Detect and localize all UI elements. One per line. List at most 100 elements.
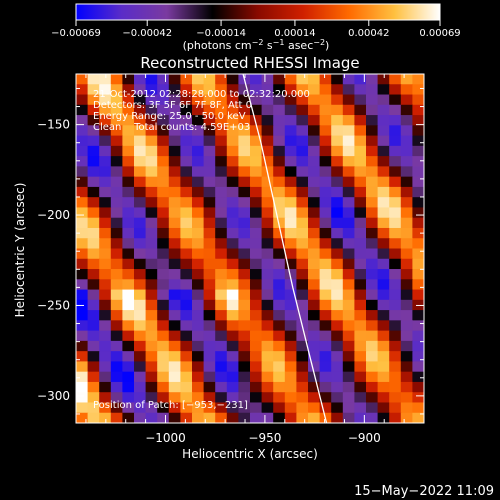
colorbar-tick-label: −0.00014 xyxy=(196,28,246,39)
heatmap-pixel xyxy=(331,104,344,116)
colorbar-tick-label: −0.00069 xyxy=(51,28,101,39)
heatmap-pixel xyxy=(284,197,297,209)
heatmap-pixel xyxy=(342,412,355,423)
heatmap-pixel xyxy=(203,269,216,280)
heatmap-pixel xyxy=(296,402,309,414)
heatmap-pixel xyxy=(261,279,274,291)
heatmap-pixel xyxy=(412,84,424,96)
heatmap-pixel xyxy=(134,279,147,291)
heatmap-pixel xyxy=(377,299,390,311)
heatmap-pixel xyxy=(377,166,390,178)
heatmap-pixel xyxy=(412,269,424,280)
heatmap-pixel xyxy=(134,125,147,137)
heatmap-pixel xyxy=(134,269,147,280)
heatmap-pixel xyxy=(87,299,100,311)
heatmap-pixel xyxy=(377,145,390,157)
heatmap-pixel xyxy=(400,330,413,342)
heatmap-pixel xyxy=(366,156,379,167)
heatmap-pixel xyxy=(319,402,332,414)
heatmap-pixel xyxy=(203,217,216,229)
heatmap-pixel xyxy=(354,217,367,229)
heatmap-pixel xyxy=(412,115,424,126)
colorbar-ticks: −0.00069 −0.00042 −0.00014 0.00014 0.00042 0.… xyxy=(51,20,461,39)
heatmap-pixel xyxy=(76,207,89,219)
heatmap-pixel xyxy=(215,217,228,229)
heatmap-pixel xyxy=(400,217,413,229)
heatmap-pixel xyxy=(226,115,239,126)
heatmap-pixel xyxy=(76,381,89,393)
heatmap-pixel xyxy=(319,351,332,363)
heatmap-pixel xyxy=(203,279,216,291)
plot-frame xyxy=(75,73,425,424)
heatmap-pixel xyxy=(319,269,332,280)
heatmap-pixel xyxy=(308,238,321,250)
heatmap-pixel xyxy=(215,94,228,106)
heatmap-pixel xyxy=(145,135,158,147)
heatmap-pixel xyxy=(389,340,402,352)
heatmap-pixel xyxy=(157,371,170,383)
heatmap-pixel xyxy=(180,351,193,363)
heatmap-pixel xyxy=(215,135,228,147)
heatmap-pixel xyxy=(308,269,321,280)
heatmap-pixel xyxy=(412,361,424,373)
heatmap-pixel xyxy=(238,207,251,219)
heatmap-pixel xyxy=(377,371,390,383)
heatmap-pixel xyxy=(319,217,332,229)
heatmap-pixel xyxy=(215,310,228,321)
heatmap-pixel xyxy=(400,104,413,116)
heatmap-pixel xyxy=(168,310,181,321)
heatmap-pixel xyxy=(180,289,193,301)
heatmap-pixel xyxy=(342,156,355,167)
heatmap-pixel xyxy=(354,392,367,404)
heatmap-pixel xyxy=(284,320,297,332)
heatmap-pixel xyxy=(226,310,239,321)
heatmap-pixel xyxy=(400,125,413,137)
heatmap-pixel xyxy=(331,269,344,280)
heatmap-pixel xyxy=(308,340,321,352)
heatmap-pixel xyxy=(76,145,89,157)
heatmap-pixel xyxy=(122,176,135,188)
heatmap-pixel xyxy=(99,381,112,393)
heatmap-pixel xyxy=(99,176,112,188)
heatmap-pixel xyxy=(400,176,413,188)
heatmap-pixel xyxy=(319,104,332,116)
heatmap-pixel xyxy=(134,361,147,373)
heatmap-pixel xyxy=(180,176,193,188)
heatmap-pixel xyxy=(180,84,193,96)
heatmap-pixel xyxy=(203,135,216,147)
heatmap-pixel xyxy=(389,351,402,363)
heatmap-pixel xyxy=(87,330,100,342)
heatmap-pixel xyxy=(377,238,390,250)
heatmap-pixel xyxy=(192,248,205,260)
heatmap-pixel xyxy=(168,74,181,85)
heatmap-pixel xyxy=(389,258,402,270)
heatmap-pixel xyxy=(319,156,332,167)
heatmap-pixel xyxy=(122,125,135,137)
heatmap-pixel xyxy=(192,340,205,352)
heatmap-pixel xyxy=(389,299,402,311)
heatmap-pixel xyxy=(226,351,239,363)
heatmap-pixel xyxy=(238,94,251,106)
heatmap-pixel xyxy=(319,289,332,301)
heatmap-pixel xyxy=(99,258,112,270)
heatmap-pixel xyxy=(99,74,112,85)
heatmap-pixel xyxy=(192,269,205,280)
heatmap-pixel xyxy=(134,402,147,414)
heatmap-pixel xyxy=(354,186,367,198)
heatmap-pixel xyxy=(180,371,193,383)
heatmap-pixel xyxy=(238,258,251,270)
heatmap-pixel xyxy=(238,156,251,167)
heatmap-pixel xyxy=(226,238,239,250)
heatmap-pixel xyxy=(250,310,263,321)
heatmap-pixel xyxy=(76,217,89,229)
heatmap-pixel xyxy=(377,207,390,219)
heatmap-pixel xyxy=(87,381,100,393)
heatmap-pixel xyxy=(226,269,239,280)
heatmap-pixel xyxy=(319,74,332,85)
heatmap-pixel xyxy=(342,320,355,332)
heatmap-pixel xyxy=(261,156,274,167)
heatmap-pixel xyxy=(87,115,100,126)
heatmap-pixel xyxy=(261,217,274,229)
heatmap-pixel xyxy=(250,402,263,414)
heatmap-pixel xyxy=(389,176,402,188)
